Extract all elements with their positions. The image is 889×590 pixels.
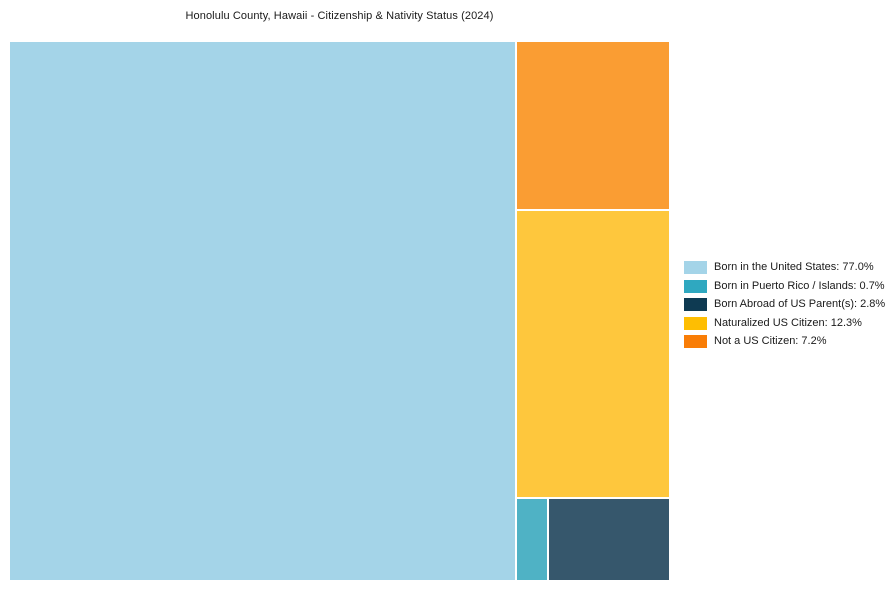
- treemap-tile: Naturalized US Citizen: [517, 211, 669, 497]
- treemap-tile: Born in Puerto Rico / Islands: [517, 499, 547, 580]
- legend-label: Born in Puerto Rico / Islands: 0.7%: [714, 279, 885, 292]
- legend-swatch-icon: [684, 335, 707, 348]
- legend-row: Born in the United States: 77.0%: [684, 261, 885, 274]
- legend-swatch-icon: [684, 279, 707, 293]
- treemap-tile: Born in the United States: [10, 42, 515, 580]
- treemap-tile: Not a US Citizen: [517, 42, 669, 209]
- legend-swatch-icon: [684, 316, 707, 330]
- legend-swatch-icon: [684, 298, 707, 311]
- legend-label: Born in the United States: 77.0%: [714, 261, 874, 273]
- legend-label: Born Abroad of US Parent(s): 2.8%: [714, 298, 886, 310]
- legend-row: Naturalized US Citizen: 12.3%: [684, 316, 885, 330]
- legend-label: Not a US Citizen: 7.2%: [714, 335, 827, 347]
- legend-label: Naturalized US Citizen: 12.3%: [714, 316, 862, 329]
- chart-title: Honolulu County, Hawaii - Citizenship & …: [185, 10, 494, 22]
- legend-swatch-icon: [684, 261, 707, 274]
- legend-row: Born in Puerto Rico / Islands: 0.7%: [684, 279, 885, 293]
- legend-row: Born Abroad of US Parent(s): 2.8%: [684, 298, 885, 311]
- legend: Born in the United States: 77.0% Born in …: [684, 261, 885, 348]
- treemap-tile: Born Abroad of US Parent(s): [549, 499, 669, 580]
- legend-row: Not a US Citizen: 7.2%: [684, 335, 885, 348]
